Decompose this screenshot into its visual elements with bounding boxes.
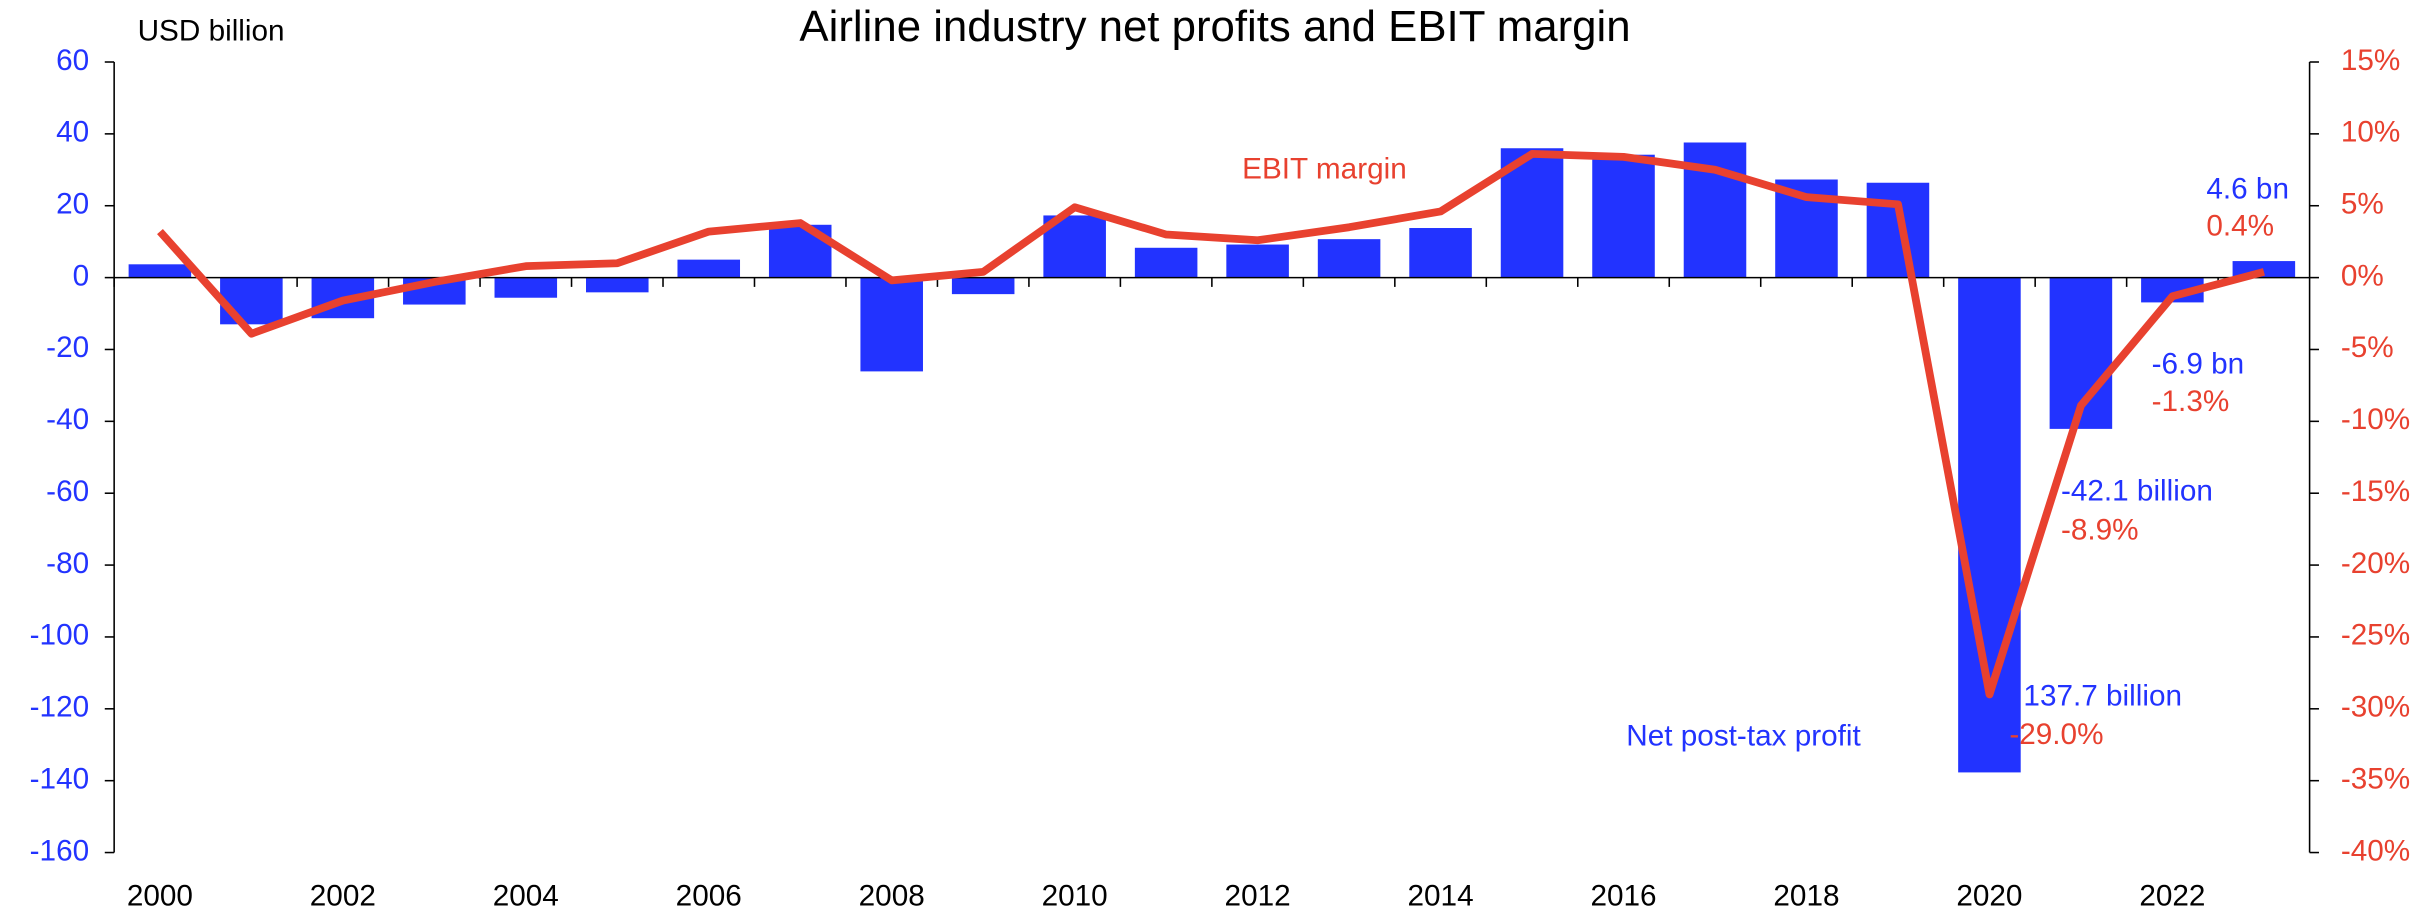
value-label: 0.4% bbox=[2206, 210, 2274, 243]
y-tick-label: 40 bbox=[56, 116, 89, 149]
y-tick-label: -80 bbox=[46, 547, 89, 580]
x-tick-label: 2020 bbox=[1956, 879, 2022, 912]
y2-tick-label: 5% bbox=[2341, 188, 2384, 221]
y-tick-label: -40 bbox=[46, 403, 89, 436]
bar bbox=[1409, 228, 1472, 278]
ebit-line bbox=[157, 150, 2265, 699]
bar bbox=[585, 277, 649, 293]
y2-tick-label: 10% bbox=[2341, 116, 2400, 149]
x-tick-label: 2000 bbox=[127, 879, 193, 912]
y-tick-label: -60 bbox=[46, 475, 89, 508]
y-axis-label: USD billion bbox=[138, 14, 285, 47]
value-label: -42.1 billion bbox=[2061, 475, 2213, 508]
bar bbox=[494, 277, 558, 298]
y2-tick-label: 0% bbox=[2341, 259, 2384, 292]
y2-tick-label: -35% bbox=[2341, 763, 2410, 796]
x-tick-label: 2002 bbox=[310, 879, 376, 912]
y2-tick-label: -10% bbox=[2341, 403, 2410, 436]
y-tick-label: -100 bbox=[30, 619, 89, 652]
value-label: 137.7 billion bbox=[2023, 679, 2182, 712]
x-tick-label: 2014 bbox=[1408, 879, 1474, 912]
series-label: Net post-tax profit bbox=[1626, 720, 1860, 753]
x-tick-label: 2008 bbox=[859, 879, 925, 912]
y-tick-label: -120 bbox=[30, 691, 89, 724]
y2-tick-label: -25% bbox=[2341, 619, 2410, 652]
y2-tick-label: -30% bbox=[2341, 691, 2410, 724]
bar bbox=[951, 277, 1015, 295]
y-tick-label: -140 bbox=[30, 763, 89, 796]
y-tick-label: -20 bbox=[46, 331, 89, 364]
x-tick-label: 2010 bbox=[1042, 879, 1108, 912]
bar bbox=[1317, 239, 1381, 278]
bar bbox=[1592, 154, 1655, 278]
bar bbox=[128, 264, 192, 278]
bar bbox=[677, 259, 741, 278]
bar bbox=[1866, 182, 1930, 278]
y2-tick-label: -20% bbox=[2341, 547, 2410, 580]
chart-title: Airline industry net profits and EBIT ma… bbox=[799, 3, 1630, 51]
bar bbox=[220, 277, 283, 325]
x-tick-label: 2018 bbox=[1773, 879, 1839, 912]
bar bbox=[1226, 244, 1289, 278]
y2-tick-label: 15% bbox=[2341, 44, 2400, 77]
value-label: -29.0% bbox=[2009, 718, 2103, 751]
y-tick-label: 60 bbox=[56, 44, 89, 77]
x-tick-label: 2016 bbox=[1590, 879, 1656, 912]
x-tick-label: 2022 bbox=[2139, 879, 2205, 912]
bar bbox=[860, 277, 923, 372]
bar bbox=[1134, 247, 1198, 278]
value-label: 4.6 bn bbox=[2206, 173, 2289, 206]
y-tick-label: 0 bbox=[73, 259, 90, 292]
x-tick-label: 2004 bbox=[493, 879, 559, 912]
y2-tick-label: -40% bbox=[2341, 834, 2410, 867]
value-label: -1.3% bbox=[2152, 385, 2230, 418]
value-label: -8.9% bbox=[2061, 514, 2139, 547]
y-tick-label: -160 bbox=[30, 834, 89, 867]
x-tick-label: 2012 bbox=[1225, 879, 1291, 912]
x-tick-label: 2006 bbox=[676, 879, 742, 912]
y-tick-label: 20 bbox=[56, 188, 89, 221]
value-label: -6.9 bn bbox=[2152, 348, 2244, 381]
y2-tick-label: -15% bbox=[2341, 475, 2410, 508]
series-label: EBIT margin bbox=[1242, 152, 1407, 185]
y2-tick-label: -5% bbox=[2341, 331, 2394, 364]
